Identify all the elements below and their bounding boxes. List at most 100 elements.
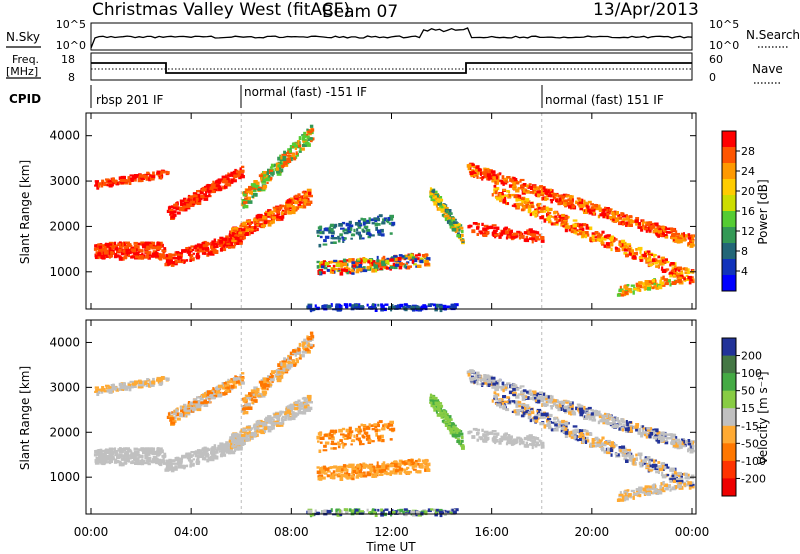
power-echo-cell <box>354 262 357 266</box>
power-echo-cell <box>606 242 612 246</box>
velocity-echo-cell <box>215 450 219 454</box>
power-echo-cell <box>401 255 405 258</box>
power-echo-cell <box>644 280 649 284</box>
power-echo-cell <box>617 213 621 217</box>
power-echo-cell <box>573 226 577 229</box>
power-echo-cell <box>432 195 436 199</box>
velocity-echo-cell <box>332 447 337 450</box>
power-echo-cell <box>125 245 128 249</box>
power-echo-cell <box>205 191 208 194</box>
power-echo-cell <box>642 221 646 224</box>
power-echo-cell <box>383 217 388 221</box>
velocity-echo-cell <box>265 420 269 424</box>
power-echo-cell <box>472 222 478 225</box>
velocity-echo-cell <box>342 446 345 449</box>
velocity-echo-cell <box>248 433 252 437</box>
velocity-echo-cell <box>206 390 211 393</box>
power-echo-cell <box>297 203 302 206</box>
power-echo-cell <box>443 205 447 208</box>
power-echo-cell <box>628 224 633 227</box>
power-echo-cell <box>230 245 236 249</box>
power-echo-cell <box>323 239 327 243</box>
velocity-echo-cell <box>329 466 333 470</box>
velocity-echo-cell <box>211 453 216 457</box>
velocity-echo-cell <box>356 474 360 477</box>
velocity-echo-cell <box>232 435 238 438</box>
power-echo-cell <box>624 287 627 291</box>
power-echo-cell <box>135 245 140 249</box>
power-echo-cell <box>652 224 656 229</box>
power-echo-cell <box>404 265 409 269</box>
power-echo-cell <box>671 234 676 238</box>
power-echo-cell <box>585 223 589 228</box>
velocity-echo-cell <box>238 437 242 440</box>
power-echo-cell <box>661 256 665 260</box>
power-echo-cell <box>555 199 558 203</box>
power-echo-cell <box>496 197 501 201</box>
power-echo-cell <box>634 219 639 223</box>
power-echo-cell <box>302 202 305 206</box>
velocity-echo-cell <box>234 447 240 451</box>
velocity-echo-cell <box>279 411 283 416</box>
power-echo-cell <box>229 240 233 244</box>
velocity-echo-cell <box>213 451 217 454</box>
velocity-echo-cell <box>210 456 213 460</box>
power-echo-cell <box>113 241 117 245</box>
power-echo-cell <box>581 233 586 238</box>
velocity-echo-cell <box>362 436 366 439</box>
power-echo-cell <box>493 179 498 182</box>
velocity-echo-cell <box>160 382 163 386</box>
power-echo-cell <box>365 221 371 224</box>
velocity-echo-cell <box>191 408 196 412</box>
power-echo-cell <box>388 216 394 221</box>
power-echo-cell <box>542 186 545 190</box>
velocity-echo-cell <box>329 475 335 479</box>
power-echo-cell <box>605 207 610 211</box>
power-echo-cell <box>223 240 229 245</box>
velocity-echo-cell <box>180 409 184 413</box>
power-echo-cell <box>683 267 686 271</box>
velocity-echo-cell <box>275 415 280 419</box>
power-echo-cell <box>645 227 649 230</box>
velocity-echo-cell <box>281 415 285 419</box>
velocity-echo-cell <box>362 424 367 427</box>
power-echo-cell <box>564 219 568 222</box>
velocity-echo-cell <box>267 428 272 433</box>
velocity-echo-cell <box>443 421 449 424</box>
power-echo-cell <box>662 228 665 232</box>
power-echo-cell <box>567 198 570 202</box>
power-echo-cell <box>673 266 679 271</box>
velocity-echo-cell <box>228 443 231 448</box>
power-echo-cell <box>341 268 346 272</box>
velocity-echo-cell <box>101 449 105 453</box>
power-echo-cell <box>268 174 271 178</box>
velocity-echo-cell <box>254 393 257 396</box>
velocity-echo-cell <box>453 427 458 430</box>
power-echo-cell <box>286 154 292 157</box>
velocity-echo-cell <box>446 415 452 419</box>
power-echo-cell <box>492 176 496 180</box>
velocity-echo-cell <box>407 471 411 475</box>
power-echo-cell <box>683 232 685 235</box>
velocity-echo-cell <box>213 395 217 398</box>
power-echo-cell <box>683 277 686 281</box>
power-echo-cell <box>269 177 273 181</box>
velocity-echo-cell <box>258 393 263 396</box>
power-echo-cell <box>353 305 357 309</box>
velocity-echo-cell <box>138 449 141 451</box>
power-echo-cell <box>138 243 141 246</box>
power-echo-cell <box>360 261 363 266</box>
velocity-echo-cell <box>243 410 249 415</box>
power-echo-cell <box>121 179 126 183</box>
velocity-echo-cell <box>163 452 167 456</box>
power-echo-cell <box>677 235 682 240</box>
power-echo-cell <box>512 176 516 180</box>
velocity-echo-cell <box>183 465 186 470</box>
velocity-echo-cell <box>146 378 150 381</box>
power-echo-cell <box>224 178 227 181</box>
velocity-echo-cell <box>204 452 209 457</box>
power-echo-cell <box>690 280 695 284</box>
power-echo-cell <box>190 245 196 248</box>
power-echo-cell <box>146 171 150 174</box>
velocity-echo-cell <box>151 451 156 456</box>
